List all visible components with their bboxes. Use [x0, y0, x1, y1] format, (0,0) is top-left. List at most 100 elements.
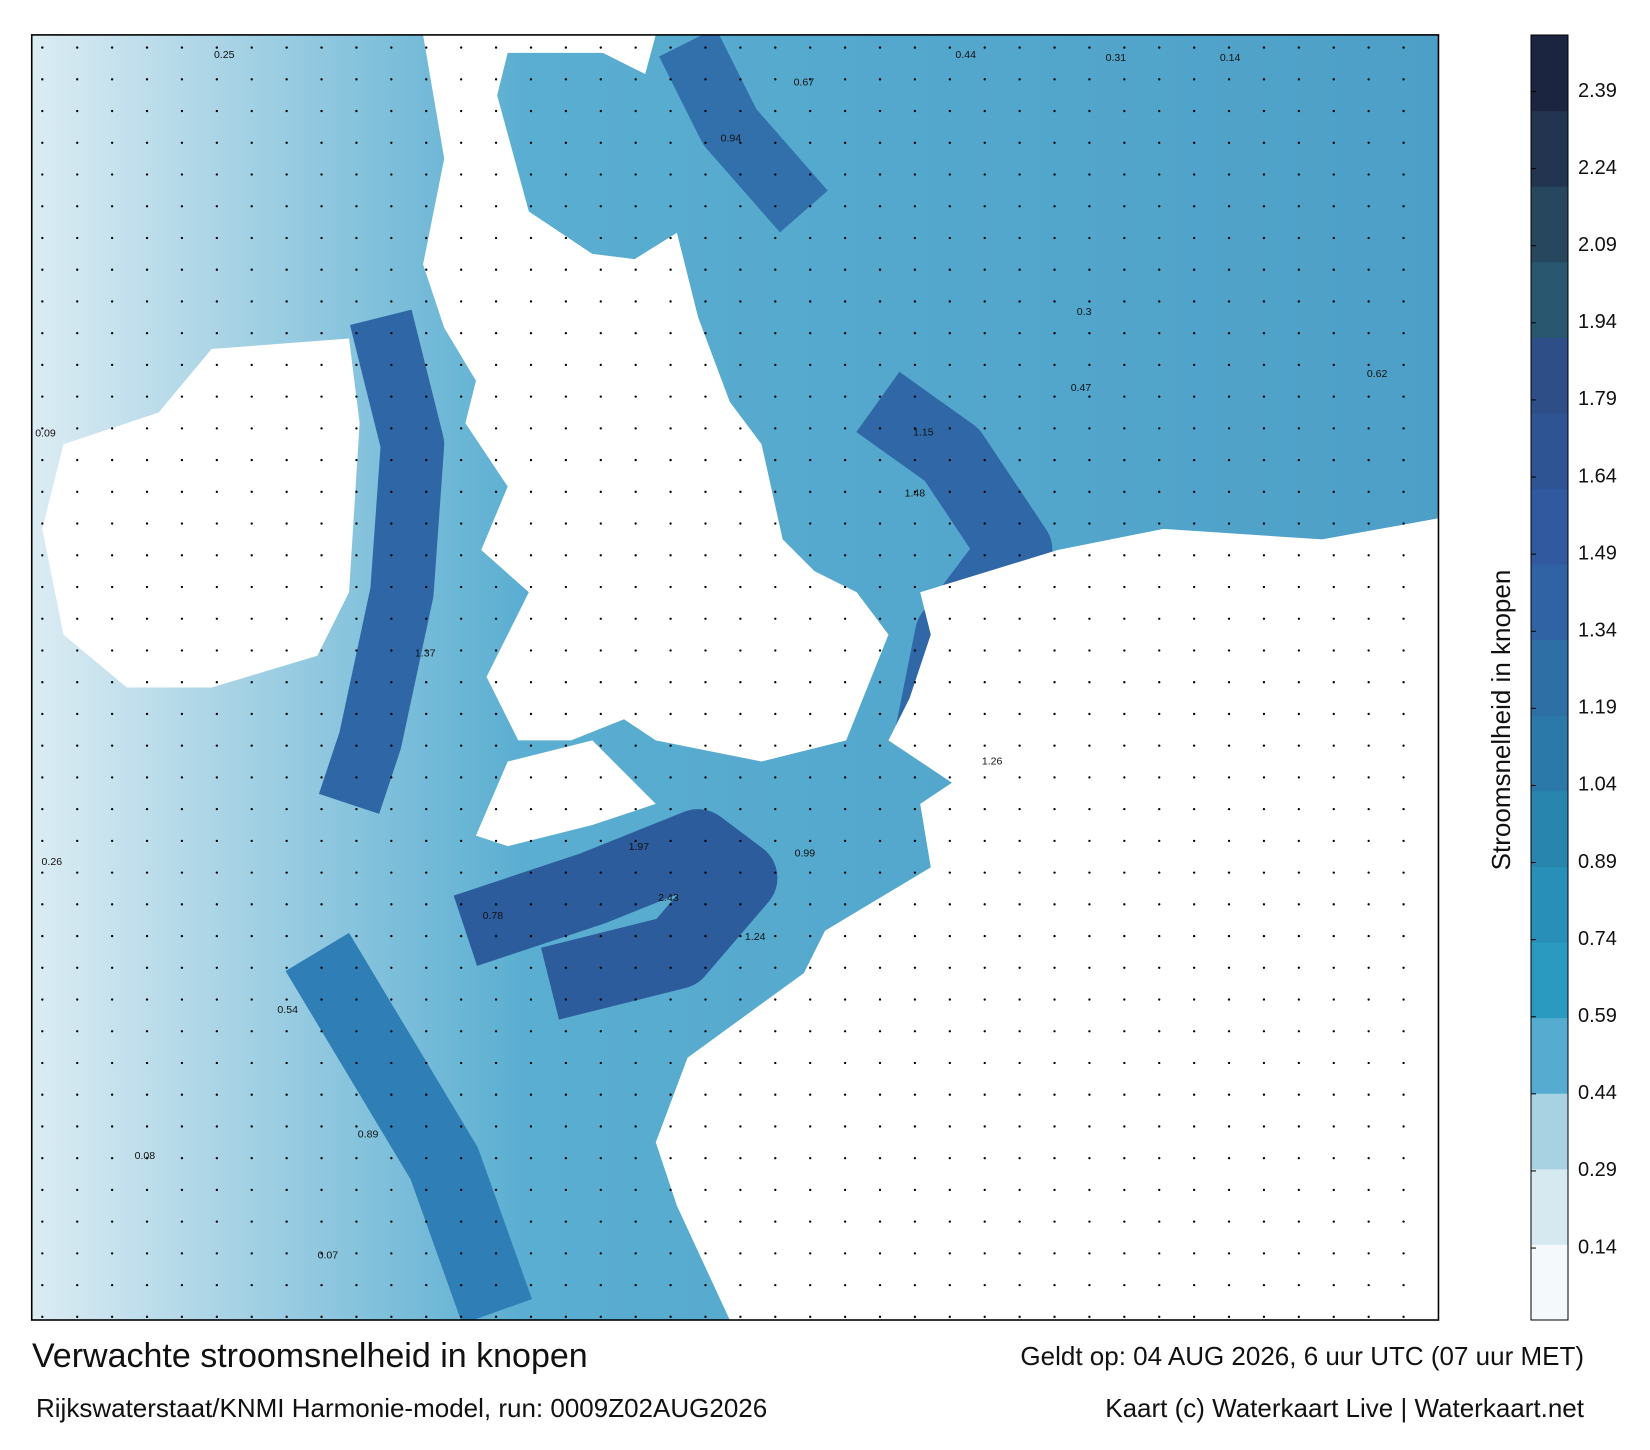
grid-dot [983, 268, 986, 271]
value-label: 2.43 [658, 892, 679, 904]
grid-dot [1192, 395, 1196, 398]
grid-dot [494, 712, 498, 716]
grid-dot [390, 522, 393, 525]
grid-dot [459, 46, 463, 49]
grid-dot [320, 1220, 323, 1223]
grid-dot [1123, 617, 1126, 620]
grid-dot [459, 141, 463, 144]
grid-dot [1192, 458, 1196, 462]
grid-dot [76, 458, 79, 462]
grid-dot [529, 1252, 533, 1255]
grid-dot [320, 141, 323, 144]
grid-dot [180, 807, 184, 811]
grid-dot [739, 1125, 742, 1128]
grid-dot [529, 490, 533, 493]
grid-dot [459, 1157, 463, 1160]
grid-dot [634, 46, 637, 49]
grid-dot [1262, 1157, 1266, 1160]
grid-dot [41, 78, 44, 81]
grid-dot [110, 427, 114, 430]
grid-dot [739, 903, 742, 906]
grid-dot [459, 903, 463, 906]
grid-dot [948, 1125, 951, 1128]
grid-dot [1262, 1283, 1266, 1287]
grid-dot [1088, 1061, 1091, 1065]
grid-dot [285, 1188, 288, 1192]
grid-dot [843, 712, 847, 716]
grid-dot [1332, 78, 1335, 81]
grid-dot [1367, 395, 1370, 398]
grid-dot [529, 871, 533, 874]
grid-dot [948, 141, 951, 144]
grid-dot [843, 363, 847, 367]
grid-dot [1088, 173, 1091, 176]
grid-dot [1227, 1252, 1231, 1255]
grid-dot [669, 1030, 672, 1033]
grid-dot [739, 585, 742, 589]
grid-dot [425, 744, 428, 747]
grid-dot [739, 268, 742, 271]
grid-dot [145, 554, 149, 557]
grid-dot [1402, 966, 1405, 969]
subtitle: Rijkswaterstaat/KNMI Harmonie-model, run… [36, 1393, 767, 1423]
grid-dot [1367, 871, 1370, 874]
grid-dot [634, 173, 637, 176]
grid-dot [843, 236, 847, 240]
grid-dot [459, 712, 463, 716]
grid-dot [1158, 966, 1161, 969]
grid-dot [1367, 1252, 1370, 1255]
grid-dot [1262, 522, 1266, 525]
grid-dot [320, 617, 323, 620]
grid-dot [1262, 744, 1266, 747]
grid-dot [285, 903, 288, 906]
grid-dot [1123, 46, 1126, 49]
grid-dot [1367, 1061, 1370, 1065]
grid-dot [1402, 236, 1405, 240]
grid-dot [1367, 776, 1370, 779]
grid-dot [110, 1220, 114, 1223]
grid-dot [843, 173, 847, 176]
grid-dot [180, 1125, 184, 1128]
grid-dot [1262, 1061, 1266, 1065]
grid-dot [1227, 109, 1231, 113]
grid-dot [1018, 1283, 1021, 1287]
grid-dot [145, 141, 149, 144]
grid-dot [529, 1220, 533, 1223]
grid-dot [390, 839, 393, 843]
grid-dot [704, 649, 707, 652]
grid-dot [739, 1315, 742, 1318]
grid-dot [913, 1220, 917, 1223]
grid-dot [1053, 1157, 1056, 1160]
grid-dot [564, 617, 568, 620]
grid-dot [1192, 1157, 1196, 1160]
grid-dot [425, 903, 428, 906]
grid-dot [1158, 141, 1161, 144]
grid-dot [76, 871, 79, 874]
grid-dot [1262, 141, 1266, 144]
grid-dot [425, 427, 428, 430]
grid-dot [180, 839, 184, 843]
grid-dot [1088, 458, 1091, 462]
grid-dot [180, 649, 184, 652]
grid-dot [145, 173, 149, 176]
grid-dot [425, 1030, 428, 1033]
grid-dot [564, 554, 568, 557]
grid-dot [564, 585, 568, 589]
grid-dot [41, 522, 44, 525]
grid-dot [913, 934, 917, 938]
grid-dot [1262, 903, 1266, 906]
grid-dot [704, 78, 707, 81]
grid-dot [948, 903, 951, 906]
grid-dot [913, 46, 917, 49]
grid-dot [1158, 1157, 1161, 1160]
grid-dot [599, 363, 602, 367]
grid-dot [180, 458, 184, 462]
grid-dot [1332, 363, 1335, 367]
grid-dot [1227, 712, 1231, 716]
grid-dot [1297, 490, 1301, 493]
value-label: 1.37 [415, 647, 436, 659]
grid-dot [878, 109, 882, 113]
grid-dot [564, 934, 568, 938]
grid-dot [1158, 268, 1161, 271]
grid-dot [1158, 903, 1161, 906]
